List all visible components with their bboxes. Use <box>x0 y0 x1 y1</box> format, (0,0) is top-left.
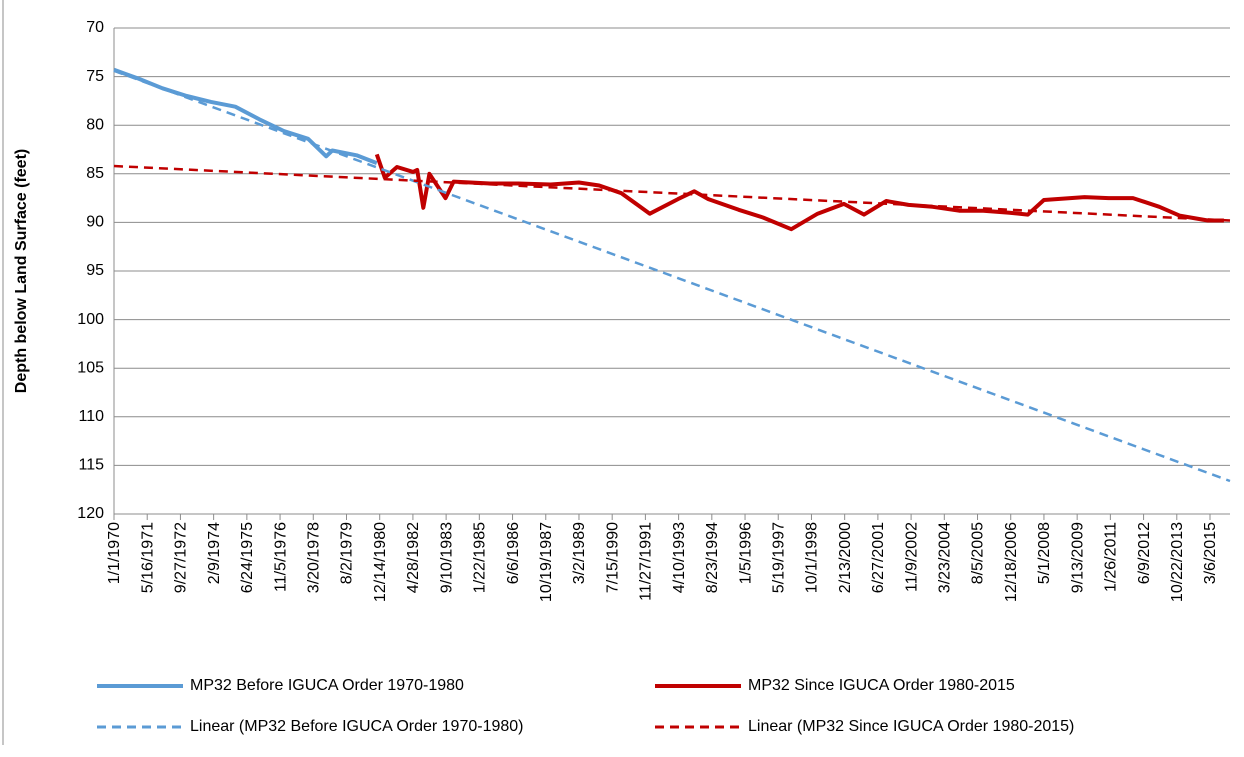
trend-line <box>113 69 1231 483</box>
y-tick-label: 80 <box>86 116 104 133</box>
x-tick-label: 8/2/1979 <box>339 522 356 584</box>
y-tick-label: 85 <box>86 165 104 182</box>
y-tick-label: 95 <box>86 262 104 279</box>
x-tick-label: 3/6/2015 <box>1202 522 1219 584</box>
y-tick-label: 110 <box>78 408 104 425</box>
y-tick-label: 90 <box>86 214 104 231</box>
x-tick-label: 5/19/1997 <box>770 522 787 593</box>
x-tick-label: 3/23/2004 <box>937 522 954 593</box>
x-tick-label: 9/10/1983 <box>438 522 455 593</box>
legend-label: Linear (MP32 Before IGUCA Order 1970-198… <box>190 718 524 735</box>
x-tick-label: 12/18/2006 <box>1003 522 1020 602</box>
x-tick-label: 3/20/1978 <box>305 522 322 593</box>
x-tick-label: 10/19/1987 <box>538 522 555 602</box>
x-tick-label: 11/5/1976 <box>272 522 289 592</box>
x-tick-label: 6/9/2012 <box>1136 522 1153 584</box>
trend-line <box>113 164 1231 222</box>
x-tick-label: 1/5/1996 <box>737 522 754 584</box>
data-line <box>374 153 1224 232</box>
x-tick-label: 1/1/1970 <box>106 522 123 584</box>
x-tick-label: 3/2/1989 <box>571 522 588 584</box>
y-tick-label: 70 <box>86 19 104 36</box>
legend-label: MP32 Before IGUCA Order 1970-1980 <box>190 677 464 694</box>
x-tick-label: 5/16/1971 <box>139 522 156 593</box>
x-tick-label: 1/22/1985 <box>472 522 489 593</box>
x-tick-label: 4/28/1982 <box>405 522 422 593</box>
y-axis-title: Depth below Land Surface (feet) <box>13 149 30 393</box>
y-tick-label: 120 <box>77 505 104 522</box>
x-tick-label: 8/5/2005 <box>970 522 987 584</box>
y-tick-label: 105 <box>77 359 104 376</box>
x-tick-label: 6/24/1975 <box>239 522 256 593</box>
x-tick-label: 5/1/2008 <box>1036 522 1053 584</box>
y-tick-label: 75 <box>86 68 104 85</box>
y-tick-label: 100 <box>77 311 104 328</box>
x-tick-label: 10/1/1998 <box>804 522 821 593</box>
x-tick-label: 9/13/2009 <box>1069 522 1086 593</box>
x-tick-label: 8/23/1994 <box>704 522 721 593</box>
data-line <box>113 67 378 165</box>
x-tick-label: 2/9/1974 <box>206 522 223 584</box>
legend-label: Linear (MP32 Since IGUCA Order 1980-2015… <box>748 718 1074 735</box>
x-tick-label: 11/27/1991 <box>638 522 655 601</box>
x-tick-label: 9/27/1972 <box>173 522 190 593</box>
x-tick-label: 2/13/2000 <box>837 522 854 593</box>
x-tick-label: 6/6/1986 <box>505 522 522 584</box>
x-tick-label: 6/27/2001 <box>870 522 887 593</box>
x-tick-label: 4/10/1993 <box>671 522 688 593</box>
x-tick-label: 7/15/1990 <box>604 522 621 593</box>
legend-label: MP32 Since IGUCA Order 1980-2015 <box>748 677 1015 694</box>
x-tick-label: 10/22/2013 <box>1169 522 1186 602</box>
x-tick-label: 1/26/2011 <box>1103 522 1120 592</box>
x-tick-label: 11/9/2002 <box>903 522 920 592</box>
x-tick-label: 12/14/1980 <box>372 522 389 602</box>
y-tick-label: 115 <box>78 457 104 474</box>
